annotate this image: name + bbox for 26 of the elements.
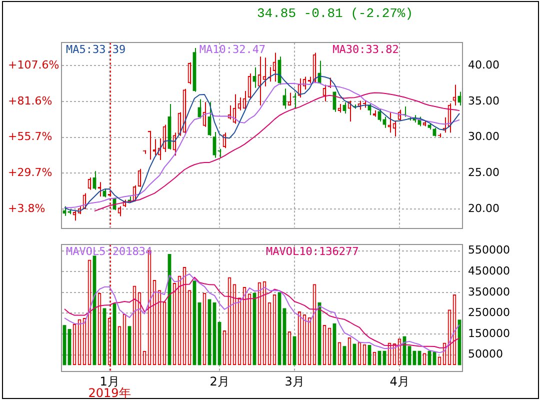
- y2-tick-label: +29.7%: [8, 166, 52, 180]
- y-tick-label: 50000: [468, 348, 503, 361]
- y-tick-label: 40.00: [468, 58, 500, 72]
- x-tick-label: 2月: [210, 374, 230, 388]
- y-tick-label: 30.00: [468, 130, 500, 144]
- y2-tick-label: +81.6%: [8, 94, 52, 108]
- y2-tick-label: +55.7%: [8, 130, 52, 144]
- x-tick-label: 1月: [100, 374, 120, 388]
- y2-tick-label: +107.6%: [8, 58, 60, 72]
- chart-title: 34.85 -0.81 (-2.27%): [257, 6, 414, 21]
- y-tick-label: 20.00: [468, 202, 500, 215]
- text: MA10:32.47: [199, 42, 266, 56]
- y2-tick-label: +3.8%: [8, 202, 46, 215]
- text: MA5:33.39: [66, 42, 126, 56]
- x-tick-label: 3月: [284, 374, 304, 388]
- y-tick-label: 25.00: [468, 166, 500, 180]
- y-tick-label: 35.00: [468, 94, 500, 108]
- text: MA30:33.82: [332, 42, 399, 56]
- y-tick-label: 450000: [468, 264, 510, 278]
- text: MAVOL10:136277: [266, 244, 359, 258]
- y-tick-label: 350000: [468, 285, 510, 298]
- y-tick-label: 250000: [468, 306, 510, 320]
- y-tick-label: 550000: [468, 244, 510, 257]
- x-tick-label: 4月: [390, 374, 410, 388]
- y-tick-label: 150000: [468, 326, 510, 340]
- text: 2019年: [88, 386, 131, 400]
